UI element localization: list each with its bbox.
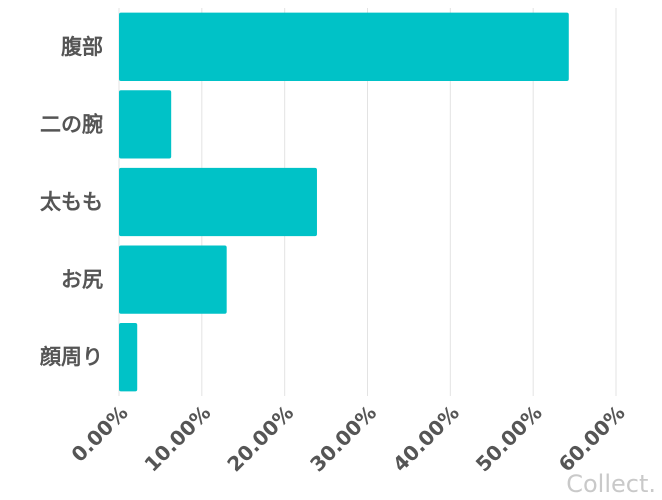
bar <box>119 90 172 159</box>
bar <box>119 12 569 81</box>
x-tick-label: 20.00% <box>222 401 298 477</box>
bar <box>119 323 138 392</box>
watermark-text: Collect. <box>566 470 656 498</box>
category-label: 顔周り <box>39 345 103 369</box>
x-tick-label: 0.00% <box>66 401 132 467</box>
x-tick-label: 60.00% <box>554 401 630 477</box>
category-label: 腹部 <box>61 35 103 59</box>
category-label: お尻 <box>61 268 103 292</box>
bars <box>119 12 569 392</box>
bar <box>119 167 317 237</box>
x-tick-label: 30.00% <box>305 401 381 477</box>
x-tick-labels: 0.00% 10.00% 20.00% 30.00% 40.00% 50.00% 60.00… <box>66 401 629 477</box>
x-tick-label: 50.00% <box>471 401 547 477</box>
bar <box>119 245 227 314</box>
category-label: 二の腕 <box>40 112 103 136</box>
x-tick-label: 10.00% <box>139 401 215 477</box>
x-tick-label: 40.00% <box>388 401 464 477</box>
category-label: 太もも <box>40 190 103 214</box>
